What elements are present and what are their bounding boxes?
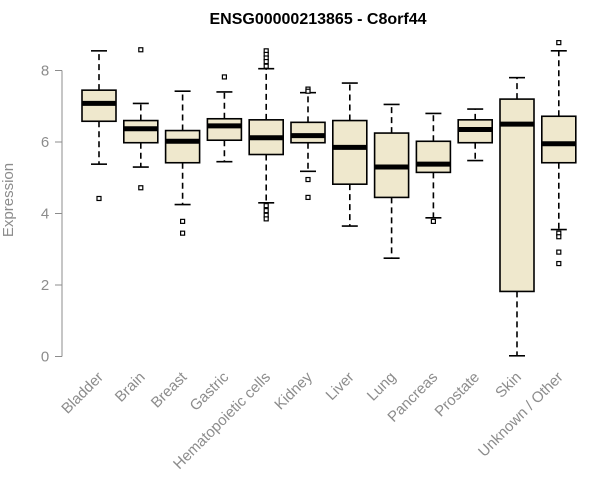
outlier-point xyxy=(557,250,561,254)
box-iqr xyxy=(500,99,534,291)
outlier-point xyxy=(431,219,435,223)
box-iqr xyxy=(333,121,367,185)
outlier-point xyxy=(222,75,226,79)
outlier-point xyxy=(264,60,268,64)
outlier-point xyxy=(306,89,310,93)
box-group xyxy=(166,91,200,235)
y-axis: 0 2 4 6 8 xyxy=(41,63,62,366)
box-group xyxy=(542,41,576,266)
outlier-point xyxy=(139,186,143,190)
boxplot-chart: ENSG00000213865 - C8orf44 Expression 0 2 4… xyxy=(0,0,600,500)
box-group xyxy=(375,104,409,258)
box-group xyxy=(458,109,492,160)
outlier-point xyxy=(97,196,101,200)
outlier-point xyxy=(264,217,268,221)
box-iqr xyxy=(124,121,158,143)
outlier-point xyxy=(264,64,268,68)
box-group xyxy=(249,49,283,221)
box-group xyxy=(500,78,534,356)
outlier-point xyxy=(264,204,268,208)
outlier-point xyxy=(306,178,310,182)
category-label: Brain xyxy=(112,369,149,406)
box-iqr xyxy=(291,122,325,142)
category-label: Skin xyxy=(492,369,525,402)
y-tick-label: 6 xyxy=(41,134,49,151)
chart-title: ENSG00000213865 - C8orf44 xyxy=(209,11,426,28)
chart-container: ENSG00000213865 - C8orf44 Expression 0 2 4… xyxy=(0,0,600,500)
y-tick-label: 8 xyxy=(41,63,49,80)
box-group xyxy=(333,83,367,226)
y-tick-label: 4 xyxy=(41,206,49,223)
y-tick-label: 2 xyxy=(41,277,49,294)
y-axis-label: Expression xyxy=(0,163,17,237)
category-label: Prostate xyxy=(431,369,483,421)
outlier-point xyxy=(139,48,143,52)
box-iqr xyxy=(166,131,200,163)
category-label: Kidney xyxy=(271,368,316,413)
outlier-point xyxy=(306,195,310,199)
box-group xyxy=(124,48,158,190)
box-iqr xyxy=(542,116,576,162)
category-label: Lung xyxy=(364,369,400,405)
category-label: Bladder xyxy=(58,369,107,418)
box-group xyxy=(416,113,450,223)
outlier-point xyxy=(557,41,561,45)
box-group xyxy=(291,87,325,199)
y-tick-label: 0 xyxy=(41,349,49,366)
category-label: Breast xyxy=(148,368,191,411)
category-label: Liver xyxy=(323,369,358,404)
outlier-point xyxy=(181,219,185,223)
outlier-point xyxy=(557,262,561,266)
outlier-point xyxy=(557,235,561,239)
box-group xyxy=(82,51,116,201)
box-iqr xyxy=(416,141,450,172)
box-group xyxy=(207,75,241,162)
outlier-point xyxy=(264,209,268,213)
outlier-point xyxy=(181,231,185,235)
boxes xyxy=(82,41,576,356)
box-iqr xyxy=(207,119,241,140)
